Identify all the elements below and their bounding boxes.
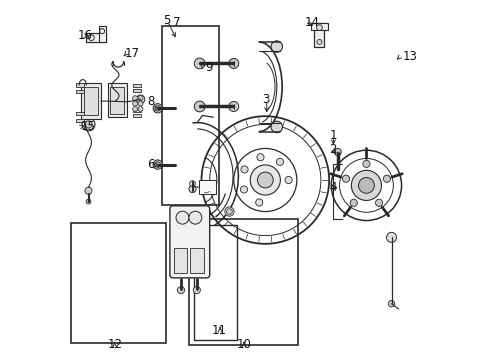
Circle shape [153,104,162,113]
Circle shape [132,107,137,112]
Bar [193,225,237,339]
Circle shape [241,166,247,173]
Circle shape [349,199,357,206]
Circle shape [138,96,142,101]
Circle shape [138,107,142,112]
Circle shape [387,301,394,307]
Text: 2: 2 [328,143,336,156]
Circle shape [193,287,200,294]
Circle shape [82,118,95,131]
Circle shape [228,58,238,68]
Bar [76,119,83,122]
Bar [174,248,187,273]
Bar [70,223,165,343]
Circle shape [256,154,264,161]
Circle shape [138,101,142,106]
Bar [110,87,124,114]
Circle shape [270,121,282,133]
Bar [76,112,83,116]
Circle shape [155,105,160,111]
Circle shape [250,165,280,195]
Text: 12: 12 [108,338,122,351]
Circle shape [136,95,144,104]
Text: 5: 5 [163,14,170,27]
Text: 10: 10 [237,338,251,351]
Circle shape [85,121,92,128]
Circle shape [132,101,137,106]
Circle shape [351,170,381,201]
Circle shape [224,207,234,216]
Text: 9: 9 [204,60,212,73]
Circle shape [155,162,160,167]
Circle shape [316,25,322,31]
Bar [188,220,298,345]
Bar [76,90,83,93]
Text: 14: 14 [304,16,319,29]
Circle shape [188,211,202,224]
Text: 17: 17 [125,47,140,60]
Text: 6: 6 [146,158,154,171]
Text: 11: 11 [211,324,226,337]
Bar [76,83,83,87]
Text: 13: 13 [402,50,416,63]
Circle shape [257,172,273,188]
Bar [133,114,140,117]
Bar [162,26,219,205]
Text: 15: 15 [81,120,95,133]
Bar [107,83,127,117]
Circle shape [85,187,92,194]
Circle shape [375,199,382,206]
Bar [133,84,140,87]
Bar [199,180,216,194]
Bar [84,87,98,116]
Text: 4: 4 [328,181,336,194]
Bar [133,109,140,112]
Circle shape [240,186,247,193]
Bar [190,248,203,273]
Circle shape [316,40,321,44]
Circle shape [362,160,369,167]
Circle shape [333,148,341,156]
Text: 8: 8 [146,95,154,108]
Text: 3: 3 [262,93,269,106]
Circle shape [383,175,390,182]
Circle shape [228,102,238,112]
Bar [81,83,101,119]
Bar [99,26,105,42]
FancyBboxPatch shape [169,206,209,278]
Text: 1: 1 [328,129,336,142]
Circle shape [176,211,188,224]
Bar [310,23,327,30]
Text: 7: 7 [172,16,180,29]
Circle shape [86,199,91,204]
Text: 16: 16 [78,29,93,42]
Bar [314,23,324,47]
Circle shape [194,58,204,69]
Circle shape [358,177,373,193]
Circle shape [189,181,195,186]
Circle shape [342,175,349,182]
Bar [86,33,105,42]
Circle shape [188,185,196,193]
Circle shape [386,232,396,242]
Circle shape [153,160,162,169]
Circle shape [285,176,292,184]
Circle shape [132,96,137,101]
Circle shape [226,209,232,215]
Circle shape [276,158,283,166]
Circle shape [270,41,282,52]
Circle shape [255,199,263,206]
Bar [133,89,140,92]
Circle shape [194,101,204,112]
Circle shape [177,287,184,294]
